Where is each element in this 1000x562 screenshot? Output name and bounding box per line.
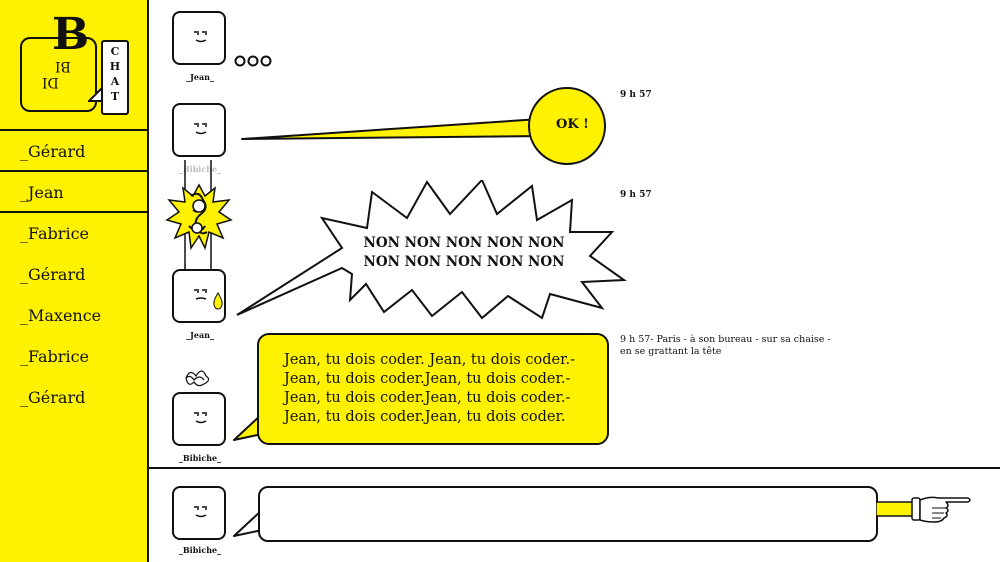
- contact-label: _Gérard: [20, 142, 86, 161]
- message-text: NON NON NON NON NON NON NON NON NON NON: [349, 234, 579, 272]
- logo-bi: BI: [55, 58, 71, 74]
- face-icon: [194, 31, 207, 43]
- chat-letter: T: [110, 90, 120, 103]
- avatar-bibiche[interactable]: [172, 103, 226, 157]
- contact-label: _Maxence: [20, 306, 102, 325]
- username: _Bibiche_: [178, 545, 222, 555]
- timestamp: 9 h 57- Paris - à son bureau - sur sa ch…: [620, 334, 831, 358]
- message-bubble: Jean, tu dois coder. Jean, tu dois coder…: [257, 333, 609, 445]
- ok-speech-bubble: [241, 87, 606, 165]
- username: _Bibiche_: [178, 164, 222, 174]
- sweating-face-icon: [194, 289, 223, 310]
- composer-divider: [149, 467, 1000, 469]
- face-icon: [194, 506, 207, 518]
- message-line: Jean, tu dois coder.Jean, tu dois coder.: [284, 409, 566, 425]
- timestamp: 9 h 57: [620, 90, 652, 100]
- chat-label-bubble: C H A T: [101, 40, 129, 115]
- timestamp: 9 h 57: [620, 190, 652, 200]
- logo-di: DI: [42, 74, 59, 90]
- contact-label: _Fabrice: [20, 224, 89, 243]
- message-line: Jean, tu dois coder.Jean, tu dois coder.…: [284, 371, 571, 387]
- avatar-jean[interactable]: [172, 11, 226, 65]
- username: _Jean_: [186, 72, 214, 82]
- avatar-jean[interactable]: [172, 269, 226, 323]
- sidebar: B BI DI C H A T _Gérard _Jean _Fabrice _…: [0, 0, 149, 562]
- contact-item[interactable]: _Fabrice: [0, 213, 147, 254]
- contact-item[interactable]: _Gérard: [0, 377, 147, 418]
- contact-label: _Fabrice: [20, 347, 89, 366]
- contact-item[interactable]: _Maxence: [0, 295, 147, 336]
- username: _Bibiche_: [178, 453, 222, 463]
- fight-cloud-icon: [165, 160, 233, 270]
- contact-label: _Jean: [20, 183, 64, 202]
- contact-label: _Gérard: [20, 388, 86, 407]
- message-line: NON NON NON NON NON: [363, 254, 565, 270]
- face-icon: [194, 412, 207, 424]
- message-line: Jean, tu dois coder.Jean, tu dois coder.…: [284, 390, 571, 406]
- chat-letter: A: [110, 75, 120, 88]
- typing-indicator-icon: [234, 55, 272, 67]
- username: _Jean_: [186, 330, 214, 340]
- non-shout-bubble: [236, 180, 627, 320]
- contact-item[interactable]: _Gérard: [0, 131, 147, 172]
- message-composer[interactable]: [258, 486, 878, 542]
- message-text: OK !: [556, 117, 589, 132]
- avatar-bibiche[interactable]: [172, 486, 226, 540]
- timestamp-line: en se grattant la tête: [620, 346, 722, 357]
- send-pointing-hand-icon[interactable]: [876, 490, 976, 530]
- message-line: Jean, tu dois coder. Jean, tu dois coder…: [284, 352, 575, 368]
- timestamp-line: 9 h 57- Paris - à son bureau - sur sa ch…: [620, 334, 831, 345]
- contact-item[interactable]: _Jean: [0, 172, 147, 213]
- contact-item[interactable]: _Gérard: [0, 254, 147, 295]
- contact-label: _Gérard: [20, 265, 86, 284]
- contact-list: _Gérard _Jean _Fabrice _Gérard _Maxence …: [0, 131, 147, 418]
- chat-letter: H: [109, 60, 121, 73]
- app-logo[interactable]: B BI DI C H A T: [0, 0, 149, 131]
- logo-big-letter: B: [52, 9, 90, 60]
- scribble-icon: [185, 370, 210, 387]
- logo-cube: B BI DI: [20, 13, 97, 112]
- message-line: NON NON NON NON NON: [363, 235, 565, 251]
- avatar-bibiche[interactable]: [172, 392, 226, 446]
- message-input[interactable]: [268, 496, 868, 532]
- face-icon: [194, 123, 207, 135]
- contact-item[interactable]: _Fabrice: [0, 336, 147, 377]
- chat-letter: C: [110, 45, 120, 58]
